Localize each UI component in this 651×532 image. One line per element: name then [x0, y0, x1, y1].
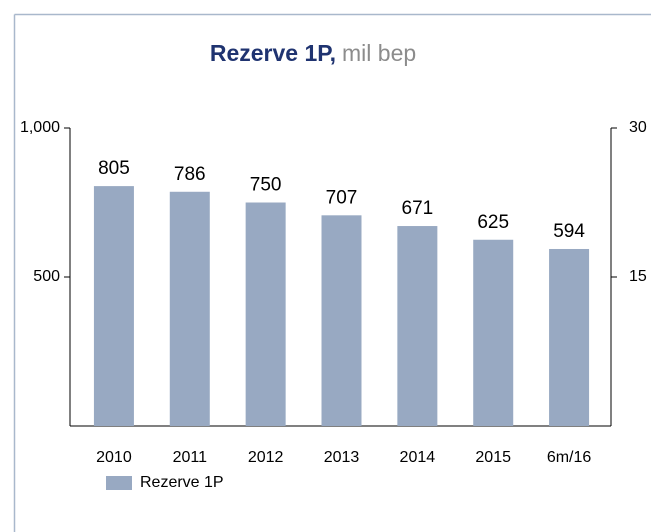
- value-label: 707: [326, 187, 358, 208]
- x-tick-label: 2015: [475, 449, 511, 466]
- value-label: 671: [402, 198, 434, 219]
- x-tick-label: 2013: [324, 449, 360, 466]
- bar: [169, 191, 210, 426]
- y2-tick-label: 15: [629, 268, 647, 285]
- bar: [93, 186, 134, 426]
- value-label: 786: [174, 164, 206, 185]
- value-label: 594: [553, 221, 585, 242]
- legend-label: Rezerve 1P: [140, 474, 224, 491]
- bar: [245, 202, 286, 426]
- x-tick-label: 2014: [400, 449, 436, 466]
- bar: [321, 215, 362, 426]
- x-tick-label: 2011: [173, 449, 208, 466]
- x-tick-label: 2012: [248, 449, 284, 466]
- bar: [397, 226, 438, 426]
- value-label: 625: [477, 212, 509, 233]
- bar: [473, 239, 514, 426]
- chart-title: Rezerve 1P, mil bep: [210, 40, 416, 66]
- value-label: 805: [98, 158, 130, 179]
- y2-tick-label: 30: [629, 119, 647, 136]
- title-unit: mil bep: [342, 40, 416, 66]
- y-tick-label: 500: [33, 268, 60, 285]
- value-label: 750: [250, 175, 282, 196]
- x-tick-label: 6m/16: [547, 449, 592, 466]
- title-main: Rezerve 1P,: [210, 40, 336, 66]
- x-tick-label: 2010: [96, 449, 132, 466]
- bar: [549, 248, 590, 426]
- y-tick-label: 1,000: [20, 119, 60, 136]
- legend-swatch: [106, 476, 132, 490]
